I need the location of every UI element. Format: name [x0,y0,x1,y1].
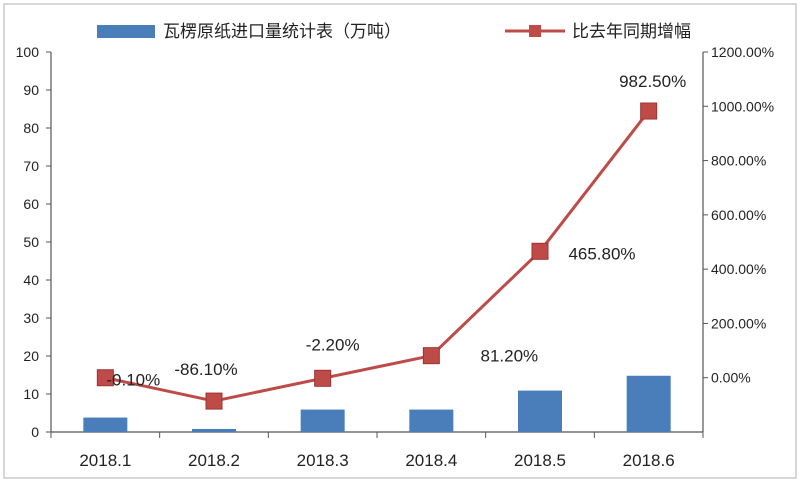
legend-bar-label: 瓦楞原纸进口量统计表（万吨） [163,22,401,41]
left-tick-label: 100 [16,44,40,60]
left-tick-label: 30 [23,310,39,326]
line-marker [314,369,332,387]
left-tick-label: 90 [23,82,39,98]
left-tick-label: 60 [23,196,39,212]
line-marker [640,102,658,120]
data-label: -0.10% [106,371,160,390]
right-tick-label: 800.00% [711,153,766,169]
right-tick-label: 0.00% [711,370,751,386]
x-tick-label: 2018.6 [623,451,675,470]
bar [300,409,345,432]
left-tick-label: 80 [23,120,39,136]
bar [192,428,236,432]
data-label: -2.20% [306,335,360,354]
data-label: 982.50% [619,72,686,91]
x-tick-label: 2018.1 [79,451,131,470]
legend-line-label: 比去年同期增幅 [572,22,691,41]
left-tick-label: 50 [23,234,39,250]
bar [518,390,562,432]
bar [83,417,128,432]
line-marker [205,392,223,410]
left-tick-label: 40 [23,272,39,288]
legend-bar-swatch [97,25,155,38]
x-tick-label: 2018.2 [188,451,240,470]
right-tick-label: 1000.00% [711,98,774,114]
left-tick-label: 70 [23,158,39,174]
bar [626,375,671,432]
data-label: 465.80% [568,244,635,263]
bar [409,409,454,432]
right-tick-label: 400.00% [711,261,766,277]
right-tick-label: 600.00% [711,207,766,223]
data-label: -86.10% [174,360,237,379]
x-tick-label: 2018.4 [405,451,457,470]
left-tick-label: 0 [31,424,39,440]
growth-line [105,110,650,403]
x-tick-label: 2018.3 [297,451,349,470]
line-marker [422,347,440,365]
line-marker [96,369,114,387]
left-tick-label: 20 [23,348,39,364]
legend-line-marker [529,25,541,37]
x-tick-label: 2018.5 [514,451,566,470]
line-marker [531,242,549,260]
data-label: 81.20% [480,347,538,366]
left-tick-label: 10 [23,386,39,402]
right-tick-label: 200.00% [711,315,766,331]
chart-border [3,3,797,479]
right-tick-label: 1200.00% [711,44,774,60]
